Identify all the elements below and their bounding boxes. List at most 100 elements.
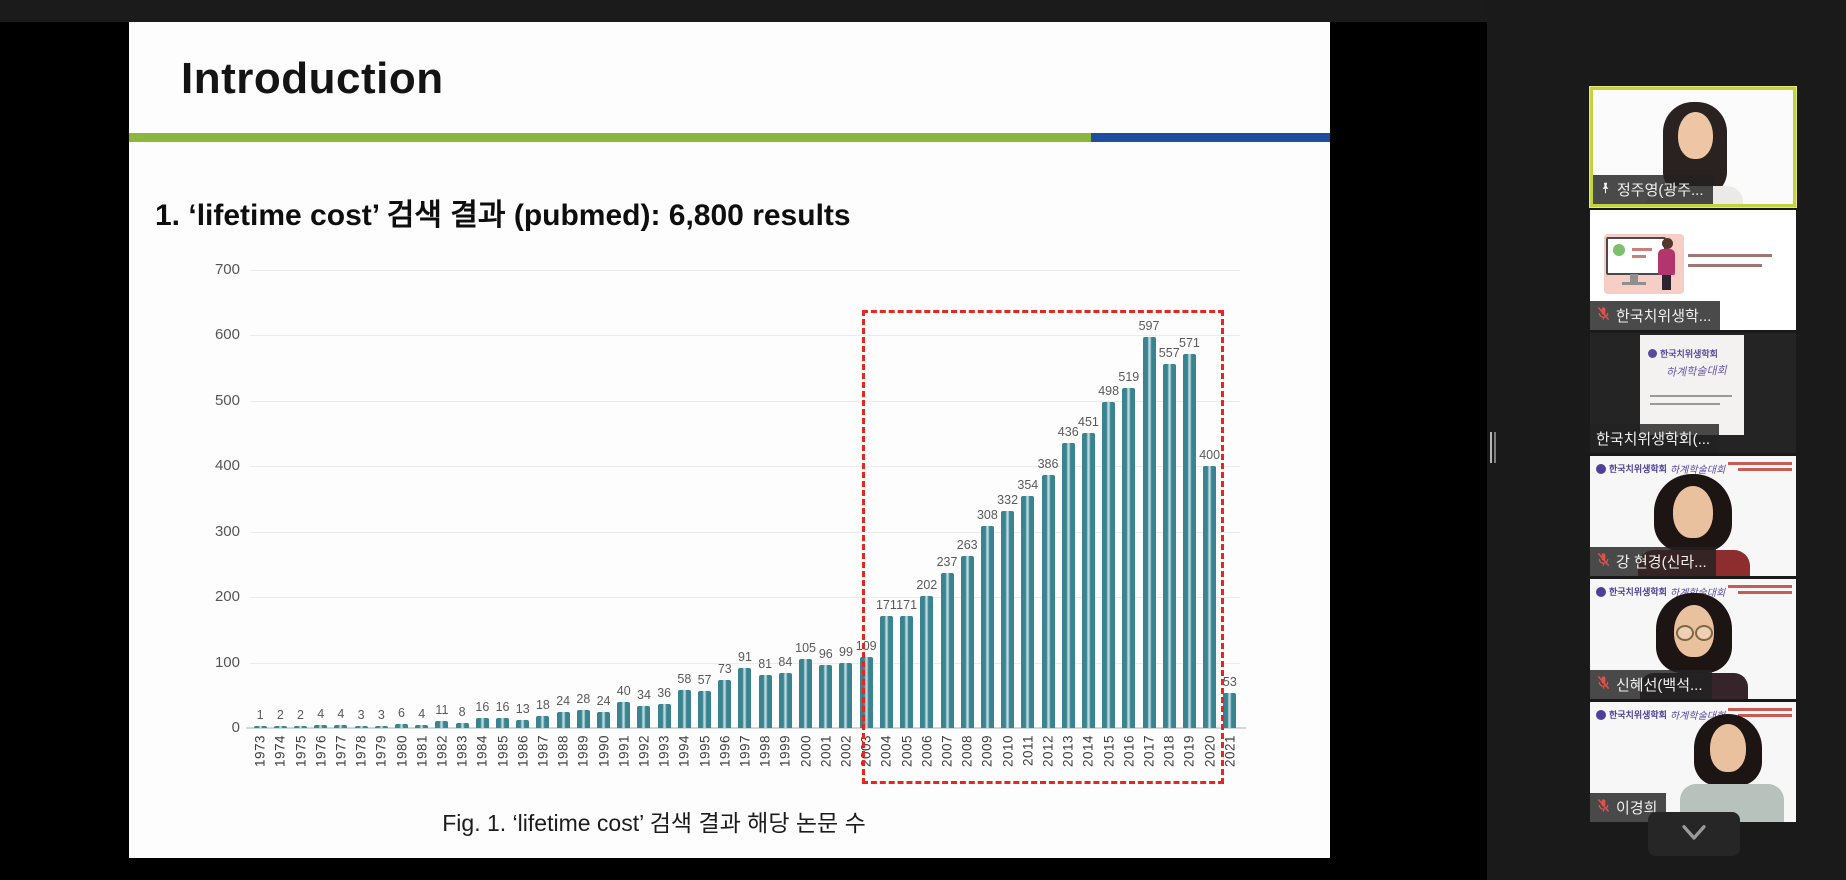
bar-value-label: 571 (1179, 336, 1200, 351)
bar-column: 40 1991 (614, 270, 634, 767)
title-rule-blue (1091, 133, 1330, 142)
bar-value-label: 3 (357, 708, 365, 722)
participant-tile[interactable]: 한국치위생학회 하계학술대회 강 현경(신라... (1590, 456, 1796, 576)
mic-off-icon (1596, 306, 1611, 325)
bar-column: 81 1998 (755, 270, 775, 767)
bar-value-label: 557 (1158, 345, 1180, 360)
bar (294, 726, 307, 728)
event-name-text: 하계학술대회 (1669, 711, 1726, 722)
bar (496, 717, 510, 728)
participant-name: 신혜선(백석... (1616, 677, 1703, 694)
x-axis-year-label: 1981 (414, 735, 430, 768)
bar (900, 616, 914, 728)
society-name-text: 한국치위생학회 (1660, 349, 1718, 359)
bar-column: 400 2020 (1199, 270, 1220, 767)
x-axis-year-label: 1974 (272, 735, 288, 768)
bar (435, 720, 449, 728)
society-name-text: 한국치위생학회 (1609, 464, 1667, 474)
x-axis-year-label: 1983 (454, 735, 470, 768)
bar (1122, 388, 1136, 728)
bar-column: 16 1984 (472, 270, 492, 768)
gridline (250, 662, 1240, 664)
bar-column: 2 1974 (270, 270, 290, 767)
participant-nametag: 한국치위생학회(... (1590, 424, 1720, 453)
bar-value-label: 1 (256, 708, 264, 722)
bar-column: 202 2006 (916, 270, 938, 767)
society-logo (1596, 463, 1606, 474)
participant-tile[interactable]: 한국치위생학회 하계학술대회 한국치위생학회(... (1590, 333, 1796, 453)
bar (1203, 466, 1217, 728)
x-axis-year-label: 2015 (1101, 735, 1117, 768)
bar (617, 701, 631, 728)
x-axis-year-label: 1985 (495, 735, 511, 768)
bar-value-label: 16 (475, 699, 490, 714)
bar-value-label: 73 (717, 662, 732, 677)
bar-value-label: 11 (435, 702, 449, 717)
bar (1162, 363, 1176, 728)
x-axis-year-label: 2012 (1040, 735, 1056, 768)
x-axis-year-label: 2016 (1121, 735, 1137, 768)
bar-value-label: 3 (377, 708, 385, 722)
x-axis-year-label: 2007 (939, 735, 955, 768)
bar (637, 705, 651, 728)
bar-column: 571 2019 (1179, 270, 1200, 767)
bar-value-label: 4 (317, 707, 325, 722)
x-axis-year-label: 1989 (575, 735, 591, 768)
bar-column: 519 2016 (1118, 270, 1139, 767)
chart-plot: 0 100 200 300 400 500 600 700 1 1973 2 1974 2 1975 4 19… (215, 261, 1246, 784)
bar-value-label: 28 (576, 691, 591, 706)
bar-column: 53 2021 (1220, 270, 1240, 767)
y-axis-tick-label: 500 (214, 391, 240, 409)
y-axis-tick-label: 300 (214, 522, 240, 540)
bar (576, 709, 590, 728)
x-axis-year-label: 1977 (333, 735, 349, 768)
participant-tile[interactable]: 한국치위생학회 하계학술대회 이경희 (1590, 702, 1796, 822)
y-axis-tick-label: 200 (214, 588, 240, 606)
bar-value-label: 308 (976, 508, 998, 523)
participant-video-strip: 정주영(광주... 한국치위생학... 한국치위생학회 하계학술대회 한국치위생학회(.… (1590, 87, 1796, 822)
bar-value-label: 202 (916, 577, 938, 592)
society-name-text: 한국치위생학회 (1609, 587, 1667, 597)
participant-name: 정주영(광주... (1617, 182, 1704, 199)
mic-off-icon (1596, 552, 1611, 571)
bar-value-label: 332 (997, 492, 1019, 507)
participant-tile[interactable]: 한국치위생학... (1590, 210, 1796, 330)
bar-value-label: 109 (855, 638, 877, 653)
bar-value-label: 36 (657, 686, 672, 701)
bar-column: 308 2009 (976, 270, 998, 767)
x-axis-year-label: 2020 (1202, 735, 1218, 768)
participant-nametag: 정주영(광주... (1593, 175, 1713, 204)
bar (536, 716, 550, 728)
x-axis-year-label: 2010 (1000, 735, 1016, 768)
bar-column: 11 1982 (432, 270, 452, 767)
bar-column: 263 2008 (957, 270, 978, 767)
bar-column: 386 2012 (1037, 270, 1059, 767)
panel-resize-handle[interactable] (1490, 432, 1498, 463)
x-axis-year-label: 1987 (535, 735, 551, 768)
bar (374, 726, 388, 728)
gridline (250, 531, 1240, 533)
bar-column: 436 2013 (1057, 270, 1079, 767)
bar (334, 725, 348, 728)
bar-column: 1 1973 (250, 270, 270, 767)
bar-value-label: 386 (1037, 457, 1059, 472)
bar-value-label: 81 (758, 657, 773, 672)
x-axis-year-label: 1994 (676, 735, 692, 768)
bar (1061, 442, 1075, 728)
bar (475, 717, 489, 728)
bar-column: 16 1985 (492, 270, 512, 768)
window-top-bar (0, 0, 1846, 22)
participant-tile[interactable]: 정주영(광주... (1590, 87, 1796, 207)
shared-slide: Introduction 1. ‘lifetime cost’ 검색 결과 (p… (129, 22, 1330, 858)
x-axis-year-label: 2005 (899, 735, 915, 768)
bar-column: 58 1994 (674, 270, 694, 767)
bar (1081, 432, 1095, 728)
slide-heading: 1. ‘lifetime cost’ 검색 결과 (pubmed): 6,800… (155, 199, 851, 232)
gridline (250, 597, 1240, 599)
bar-value-label: 8 (458, 704, 466, 719)
bar-value-label: 436 (1057, 424, 1079, 439)
bar (1182, 354, 1196, 728)
collapse-videos-button[interactable] (1648, 812, 1740, 856)
participant-tile[interactable]: 한국치위생학회하계학술대회신혜선(백석... (1590, 579, 1796, 699)
x-axis-year-label: 2018 (1161, 735, 1177, 768)
